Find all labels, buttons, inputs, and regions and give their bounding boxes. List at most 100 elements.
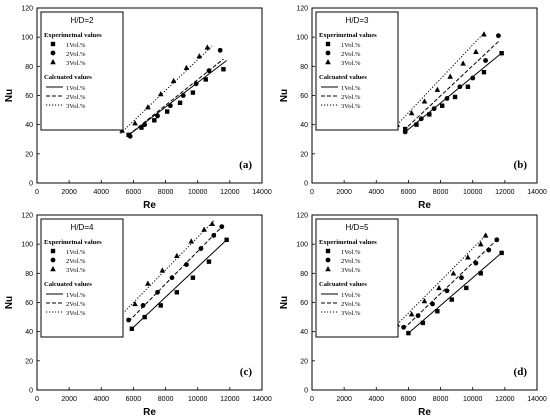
data-point-2Vol.% [486,247,492,253]
x-tick-label: 12000 [220,396,240,403]
legend-label: 3Vol.% [66,103,86,110]
x-tick-label: 6000 [126,396,142,403]
x-tick-label: 2000 [61,189,77,196]
x-axis-label: Re [143,200,156,211]
legend-label: 1Vol.% [341,85,361,92]
data-point-2Vol.% [483,58,488,63]
data-point-3Vol.% [188,238,195,244]
data-point-3Vol.% [132,120,138,126]
legend-label: 2Vol.% [66,51,86,58]
legend-marker-2Vol.% [50,50,56,56]
data-point-3Vol.% [436,284,442,291]
x-tick-label: 4000 [368,396,384,403]
legend-label: 2Vol.% [341,301,361,308]
chart-panel-1: 0 2000 4000 6000 8000 10000 12000 14000 0 20 40 60 8… [4,6,272,212]
legend-marker-1Vol.% [50,248,56,254]
data-point-3Vol.% [201,226,207,232]
calculated-heading: Calcuated values [319,74,367,81]
data-point-1Vol.% [452,94,458,100]
data-point-2Vol.% [444,96,450,101]
data-point-2Vol.% [473,260,479,266]
data-point-1Vol.% [406,330,411,336]
x-tick-label: 12000 [495,189,515,196]
data-point-2Vol.% [127,133,133,139]
data-point-2Vol.% [180,93,186,98]
legend-label: 2Vol.% [66,258,86,265]
data-point-1Vol.% [177,100,183,105]
x-tick-label: 2000 [336,189,352,196]
legend-label: 2Vol.% [341,94,361,101]
data-point-2Vol.% [217,47,223,53]
data-point-3Vol.% [132,300,138,307]
x-tick-label: 6000 [126,189,142,196]
data-point-3Vol.% [450,270,457,276]
y-tick-label: 20 [25,151,33,158]
data-point-2Vol.% [211,233,217,238]
data-point-1Vol.% [403,126,408,132]
data-point-3Vol.% [196,53,203,59]
legend-label: 3Vol.% [66,310,86,317]
y-tick-label: 60 [25,93,33,100]
data-point-2Vol.% [206,68,212,74]
x-tick-label: 2000 [61,396,77,403]
x-tick-label: 14000 [252,396,272,403]
data-point-2Vol.% [219,224,225,230]
y-tick-label: 40 [25,329,33,336]
data-point-1Vol.% [427,112,432,117]
y-tick-label: 60 [25,300,33,307]
experimental-heading: Experimetnal values [319,32,377,39]
data-point-1Vol.% [478,271,483,276]
legend-box [315,218,399,338]
data-point-2Vol.% [494,237,500,243]
data-point-3Vol.% [170,77,177,84]
y-tick-label: 120 [296,213,308,220]
legend-label: 3Vol.% [341,310,361,317]
y-tick-label: 0 [304,388,308,395]
data-point-3Vol.% [421,98,428,104]
legend-label: 3Vol.% [66,60,86,67]
fit-line-3Vol.% [120,220,215,316]
calculated-heading: Calcuated values [44,281,92,288]
data-point-2Vol.% [198,246,204,251]
data-point-1Vol.% [465,84,471,89]
legend-marker-3Vol.% [50,59,56,65]
y-tick-label: 120 [21,213,33,220]
fit-line-3Vol.% [396,233,488,325]
case-label: H/D=3 [346,16,369,25]
y-tick-label: 80 [25,271,33,278]
data-point-2Vol.% [140,303,146,308]
data-point-1Vol.% [139,125,144,130]
legend-label: 3Vol.% [341,267,361,274]
data-point-3Vol.% [204,44,211,50]
x-tick-label: 8000 [433,189,449,196]
legend-label: 1Vol.% [66,292,86,299]
y-tick-label: 60 [300,300,308,307]
data-point-3Vol.% [421,298,428,304]
legend-box [40,218,124,338]
data-point-1Vol.% [142,314,147,320]
data-point-1Vol.% [414,122,419,127]
data-point-1Vol.% [464,285,469,291]
data-point-1Vol.% [190,275,196,280]
legend-label: 1Vol.% [66,85,86,92]
y-tick-label: 0 [304,181,308,188]
x-tick-label: 0 [35,396,39,403]
data-point-1Vol.% [206,259,212,264]
y-tick-label: 100 [21,35,33,42]
data-point-1Vol.% [439,103,445,108]
y-tick-label: 120 [21,6,33,13]
y-tick-label: 120 [296,6,308,13]
y-tick-label: 60 [300,93,308,100]
data-point-1Vol.% [221,67,226,72]
x-tick-label: 6000 [401,396,417,403]
panel-label: (d) [514,366,528,378]
x-tick-label: 4000 [93,396,109,403]
data-point-2Vol.% [142,122,148,128]
legend-label: 3Vol.% [341,60,361,67]
y-axis-label: Nu [4,296,15,309]
legend-label: 1Vol.% [66,42,86,49]
legend-label: 2Vol.% [341,258,361,265]
data-point-2Vol.% [418,116,424,122]
legend-marker-3Vol.% [50,266,56,272]
chart-panel-2: 0 2000 4000 6000 8000 10000 12000 14000 0 20 40 60 8… [279,6,547,212]
